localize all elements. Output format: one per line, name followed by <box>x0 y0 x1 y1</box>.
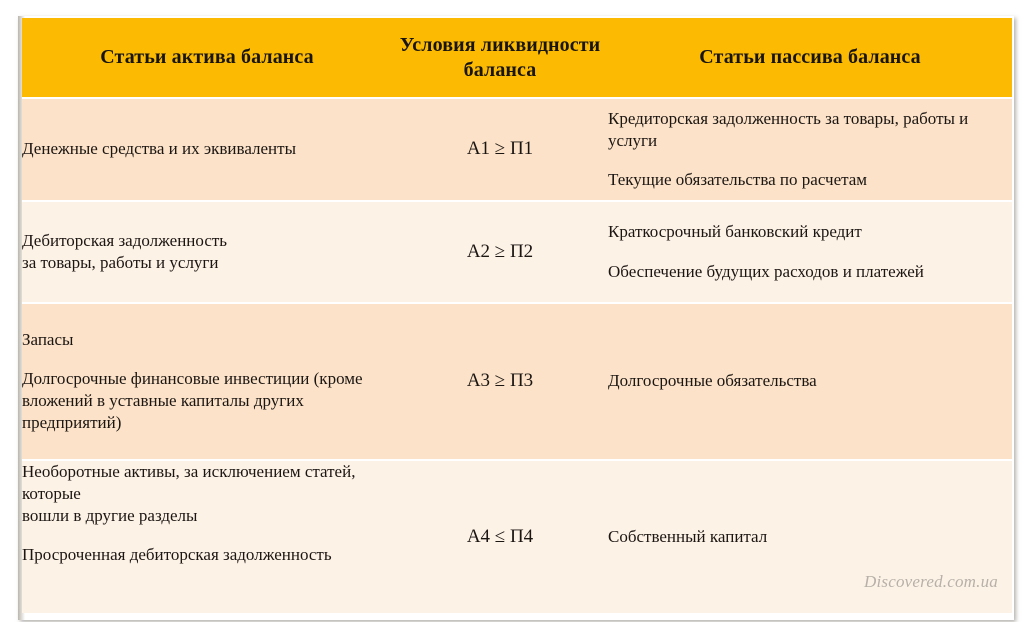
header-liquidity-conditions: Условия ликвидности баланса <box>392 18 608 97</box>
liability-item: Долгосрочные обязательства <box>608 371 817 391</box>
table-row: Дебиторская задолженность за товары, раб… <box>22 202 1012 302</box>
table-body: Денежные средства и их эквиваленты А1 ≥ … <box>22 97 1012 613</box>
row-separator <box>22 459 1012 461</box>
cell-assets-2: Дебиторская задолженность за товары, раб… <box>22 202 392 302</box>
liability-item: Обеспечение будущих расходов и платежей <box>608 261 924 281</box>
asset-item: Запасы <box>22 329 74 349</box>
site-watermark: Discovered.com.ua <box>863 572 998 591</box>
cell-assets-3: Запасы Долгосрочные финансовые инвестици… <box>22 304 392 459</box>
row-separator <box>22 302 1012 304</box>
asset-item: Дебиторская задолженность за товары, раб… <box>22 230 228 272</box>
cell-condition-1: А1 ≥ П1 <box>392 99 608 200</box>
cell-assets-1: Денежные средства и их эквиваленты <box>22 99 392 200</box>
header-separator <box>22 97 1012 99</box>
header-liabilities: Статьи пассива баланса <box>608 18 1012 97</box>
cell-condition-2: А2 ≥ П2 <box>392 202 608 302</box>
asset-item: Долгосрочные финансовые инвестиции (кром… <box>22 368 363 433</box>
cell-liabilities-4: Собственный капитал <box>608 461 1012 613</box>
table-row: Необоротные активы, за исключением стате… <box>22 461 1012 613</box>
liability-item: Собственный капитал <box>608 526 768 546</box>
liability-item: Текущие обязательства по расчетам <box>608 170 868 190</box>
table-row: Денежные средства и их эквиваленты А1 ≥ … <box>22 99 1012 200</box>
balance-liquidity-table: Статьи актива баланса Условия ликвидност… <box>22 18 1012 613</box>
liability-item: Кредиторская задолженность за товары, ра… <box>608 108 969 150</box>
row-separator <box>22 200 1012 202</box>
cell-condition-4: А4 ≤ П4 <box>392 461 608 613</box>
table-header: Статьи актива баланса Условия ликвидност… <box>22 18 1012 97</box>
cell-assets-4: Необоротные активы, за исключением стате… <box>22 461 392 613</box>
asset-item: Денежные средства и их эквиваленты <box>22 139 296 159</box>
liability-item: Краткосрочный банковский кредит <box>608 222 862 242</box>
cell-liabilities-3: Долгосрочные обязательства <box>608 304 1012 459</box>
header-row: Статьи актива баланса Условия ликвидност… <box>22 18 1012 97</box>
cell-liabilities-1: Кредиторская задолженность за товары, ра… <box>608 99 1012 200</box>
cell-liabilities-2: Краткосрочный банковский кредит Обеспече… <box>608 202 1012 302</box>
asset-item: Просроченная дебиторская задолженность <box>22 545 332 565</box>
asset-item: Необоротные активы, за исключением стате… <box>22 462 356 526</box>
table-row: Запасы Долгосрочные финансовые инвестици… <box>22 304 1012 459</box>
cell-condition-3: А3 ≥ П3 <box>392 304 608 459</box>
header-assets: Статьи актива баланса <box>22 18 392 97</box>
